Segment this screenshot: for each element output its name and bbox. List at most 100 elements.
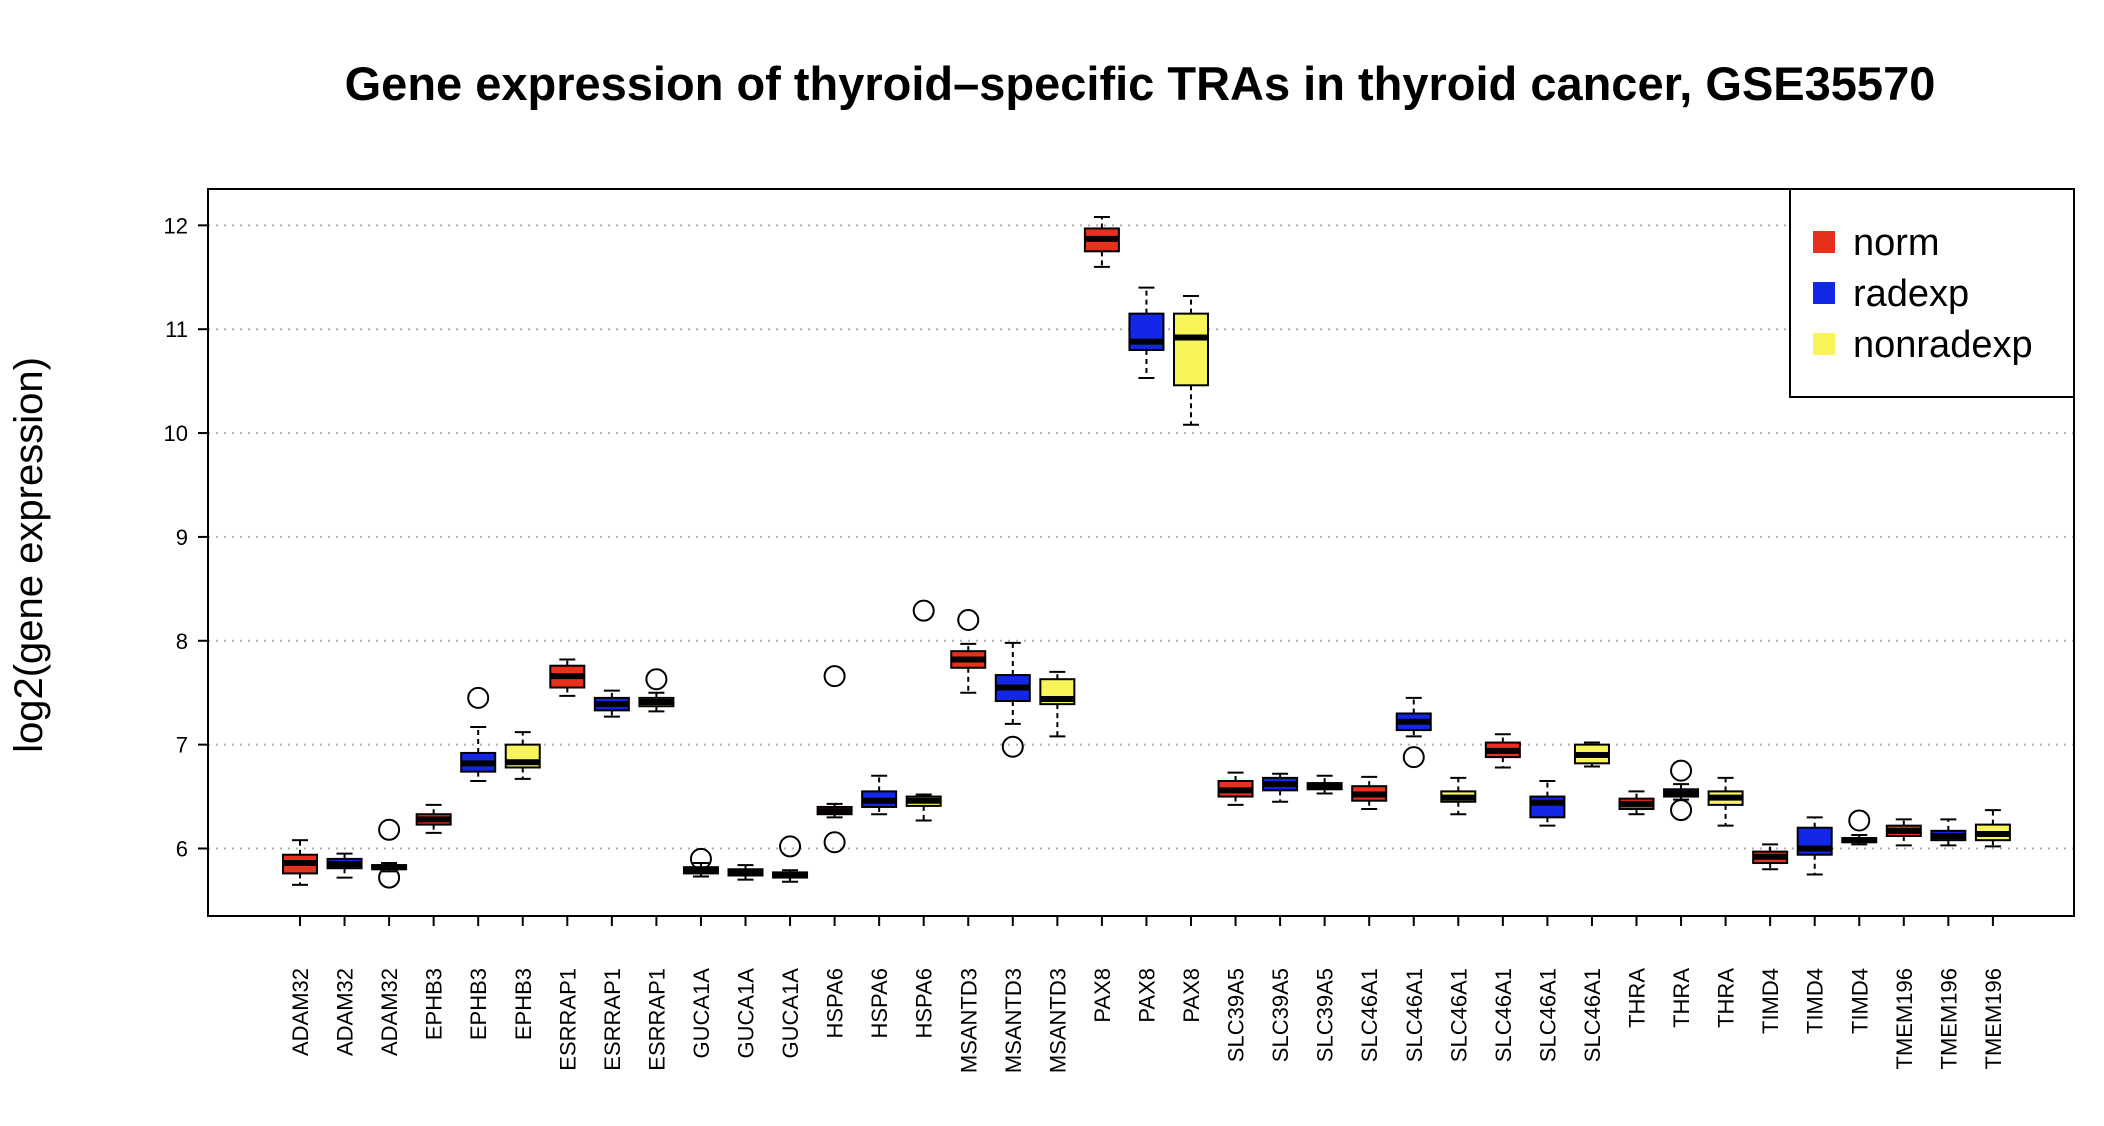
box-pax8-norm: [1083, 216, 1120, 268]
box-slc39a5-radexp: [1262, 772, 1299, 803]
box-tmem196-radexp: [1930, 818, 1967, 847]
x-tick-label: ESRRAP1: [644, 968, 669, 1071]
x-tick-label: THRA: [1714, 968, 1739, 1028]
outlier-point: [779, 835, 802, 858]
x-tick-label: TMEM196: [1892, 968, 1917, 1069]
legend-label-nonradexp: nonradexp: [1853, 324, 2033, 366]
x-tick-label: GUCA1A: [734, 968, 759, 1059]
x-tick-label: TMEM196: [1981, 968, 2006, 1069]
y-axis: 6 7 8 9 10 11 12: [164, 213, 208, 861]
box-guca1a-nonradexp: [772, 835, 809, 883]
x-tick-label: PAX8: [1134, 968, 1159, 1023]
x-tick-label: HSPA6: [912, 968, 937, 1039]
box-slc39a5-norm: [1217, 771, 1254, 806]
box-body: [1173, 312, 1209, 387]
box-timd4-radexp: [1796, 816, 1833, 876]
outlier-point: [378, 818, 401, 841]
y-tick-label: 9: [176, 525, 188, 550]
box-esrrap1-nonradexp: [638, 668, 675, 713]
box-guca1a-radexp: [727, 864, 764, 881]
y-tick-label: 8: [176, 629, 188, 654]
outlier-point: [823, 831, 846, 854]
x-tick-label: MSANTD3: [1045, 968, 1070, 1073]
x-tick-label: GUCA1A: [778, 968, 803, 1059]
box-timd4-nonradexp: [1841, 809, 1878, 846]
outlier-point: [912, 599, 935, 622]
outlier-point: [823, 665, 846, 688]
outlier-point: [1670, 799, 1693, 822]
x-tick-label: HSPA6: [867, 968, 892, 1039]
legend-frame: [1789, 188, 2075, 398]
box-hspa6-radexp: [861, 774, 898, 816]
outlier-point: [1848, 809, 1871, 832]
y-tick-label: 7: [176, 733, 188, 758]
box-ephb3-norm: [415, 803, 452, 834]
box-slc46a1-radexp: [1395, 696, 1432, 769]
outlier-point: [1670, 759, 1693, 782]
box-slc46a1-nonradexp: [1440, 776, 1477, 816]
x-tick-label: THRA: [1625, 968, 1650, 1028]
outlier-point: [645, 668, 668, 691]
x-tick-label: PAX8: [1090, 968, 1115, 1023]
x-tick-label: ADAM32: [288, 968, 313, 1056]
x-tick-label: SLC46A1: [1402, 968, 1427, 1062]
box-pax8-radexp: [1128, 286, 1165, 380]
x-tick-label: SLC46A1: [1357, 968, 1382, 1062]
x-tick-label: HSPA6: [823, 968, 848, 1039]
x-tick-label: TMEM196: [1936, 968, 1961, 1069]
outlier-point: [689, 847, 712, 870]
x-tick-label: EPHB3: [466, 968, 491, 1040]
legend-swatch-radexp: [1813, 282, 1835, 304]
box-msantd3-nonradexp: [1039, 670, 1076, 738]
box-hspa6-nonradexp: [905, 599, 942, 822]
x-tick-label: MSANTD3: [956, 968, 981, 1073]
legend-swatch-norm: [1813, 231, 1835, 253]
y-tick-label: 11: [165, 317, 188, 342]
x-tick-label: TIMD4: [1847, 968, 1872, 1034]
x-tick-label: SLC46A1: [1491, 968, 1516, 1062]
box-thra-nonradexp: [1707, 776, 1744, 827]
box-adam32-radexp: [326, 852, 363, 879]
outlier-point: [1001, 735, 1024, 758]
box-hspa6-norm: [816, 665, 853, 854]
boxes: [282, 216, 2011, 889]
x-tick-label: SLC39A5: [1268, 968, 1293, 1062]
outlier-point: [957, 609, 980, 632]
x-axis: ADAM32 ADAM32 ADAM32 EPHB3 EPHB3 EPHB3 ESRRAP1…: [288, 916, 2006, 1073]
x-tick-label: GUCA1A: [689, 968, 714, 1059]
y-tick-label: 6: [176, 836, 188, 861]
y-tick-label: 10: [164, 421, 188, 446]
outlier-point: [467, 686, 490, 709]
x-tick-label: EPHB3: [511, 968, 536, 1040]
box-thra-radexp: [1663, 759, 1700, 822]
box-slc39a5-nonradexp: [1306, 774, 1343, 795]
x-tick-label: ADAM32: [333, 968, 358, 1056]
box-msantd3-radexp: [994, 641, 1031, 758]
box-tmem196-nonradexp: [1974, 809, 2011, 848]
x-tick-label: SLC46A1: [1580, 968, 1605, 1062]
legend-label-norm: norm: [1853, 222, 1940, 264]
chart-title: Gene expression of thyroid–specific TRAs…: [345, 57, 1936, 110]
x-tick-label: ESRRAP1: [600, 968, 625, 1071]
box-ephb3-nonradexp: [504, 731, 541, 780]
box-msantd3-norm: [950, 609, 987, 694]
box-adam32-nonradexp: [371, 818, 408, 889]
x-tick-label: SLC46A1: [1535, 968, 1560, 1062]
outlier-point: [1402, 746, 1425, 769]
legend-swatch-nonradexp: [1813, 333, 1835, 355]
plot-frame: [207, 188, 2075, 917]
x-tick-label: TIMD4: [1803, 968, 1828, 1034]
box-thra-norm: [1618, 790, 1655, 816]
box-body: [1529, 795, 1566, 819]
x-tick-label: EPHB3: [422, 968, 447, 1040]
x-tick-label: MSANTD3: [1001, 968, 1026, 1073]
box-esrrap1-radexp: [593, 689, 630, 718]
box-adam32-norm: [282, 839, 318, 886]
box-timd4-norm: [1752, 843, 1789, 871]
box-guca1a-norm: [682, 847, 719, 878]
box-slc46a1-norm: [1351, 775, 1388, 811]
box-slc46a1-radexp: [1529, 779, 1566, 827]
box-slc46a1-nonradexp: [1573, 741, 1610, 768]
x-tick-label: ESRRAP1: [555, 968, 580, 1071]
